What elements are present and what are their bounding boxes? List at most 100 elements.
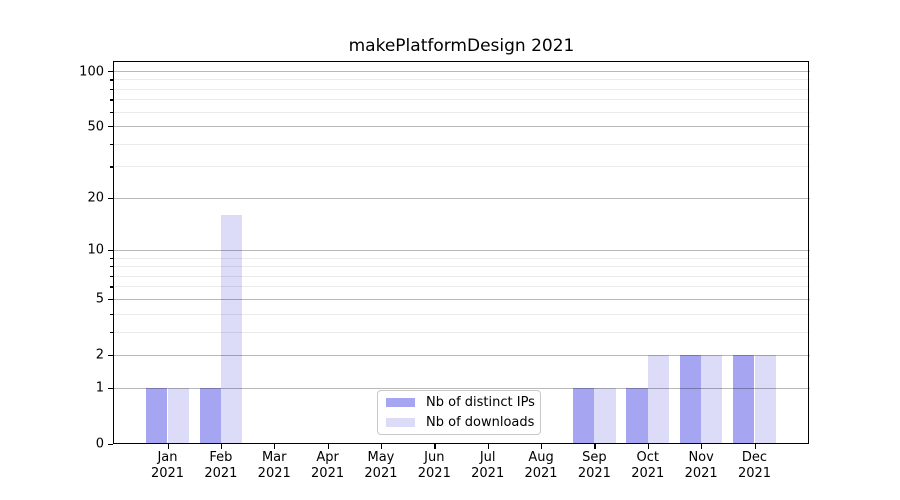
x-axis-tick-label: Apr 2021: [298, 450, 358, 481]
x-axis-tick-label: Sep 2021: [564, 450, 624, 481]
x-tick-year: 2021: [417, 465, 451, 481]
x-axis-tick-label: Mar 2021: [244, 450, 304, 481]
legend-label-downloads: Nb of downloads: [426, 414, 535, 430]
x-axis-tick-label: Oct 2021: [618, 450, 678, 481]
minor-gridline: [113, 331, 810, 333]
legend-label-distinct-ips: Nb of distinct IPs: [426, 395, 535, 411]
minor-gridline: [113, 275, 810, 277]
y-axis-minor-tick: [110, 79, 113, 81]
x-tick-year: 2021: [150, 465, 185, 481]
y-axis-minor-tick: [110, 99, 113, 101]
bar-downloads-feb: [220, 214, 243, 444]
minor-gridline: [113, 166, 810, 168]
major-gridline: [113, 387, 810, 389]
y-axis-tick-label: 0: [95, 436, 104, 452]
minor-gridline: [113, 143, 810, 145]
y-axis-tick: [108, 126, 113, 128]
x-axis-tick-label: May 2021: [351, 450, 411, 481]
x-tick-year: 2021: [684, 465, 718, 481]
bar-distinct-ips-dec: [733, 354, 755, 444]
y-axis-tick: [108, 298, 113, 301]
x-axis-tick-label: Jul 2021: [458, 450, 518, 481]
x-tick-month: Nov: [688, 450, 714, 465]
y-axis-minor-tick: [110, 266, 113, 268]
x-tick-month: Sep: [582, 450, 607, 465]
y-axis-minor-tick: [110, 111, 113, 113]
x-tick-year: 2021: [311, 465, 345, 481]
x-tick-month: Dec: [741, 450, 768, 465]
bar-distinct-ips-sep: [573, 387, 595, 444]
y-axis-tick-label: 100: [79, 64, 104, 79]
x-axis-tick: [220, 443, 223, 449]
x-axis-tick-label: Jan 2021: [138, 450, 198, 481]
minor-gridline: [113, 79, 810, 81]
legend-swatch-distinct-ips: [386, 398, 415, 408]
x-tick-month: May: [367, 450, 395, 465]
bar-distinct-ips-feb: [199, 387, 221, 444]
x-tick-year: 2021: [631, 465, 665, 481]
y-axis-minor-tick: [110, 331, 113, 333]
x-axis-tick: [327, 443, 329, 449]
minor-gridline: [113, 266, 810, 268]
x-tick-month: Jan: [157, 450, 178, 465]
y-axis-minor-tick: [110, 257, 113, 259]
bar-downloads-oct: [647, 354, 670, 444]
minor-gridline: [113, 286, 810, 288]
y-axis-tick-label: 10: [87, 242, 104, 258]
legend-swatch-downloads: [386, 417, 415, 427]
x-tick-year: 2021: [204, 465, 238, 481]
x-tick-month: Feb: [209, 450, 233, 465]
x-axis-tick-label: Jun 2021: [404, 450, 464, 481]
y-axis-tick: [108, 71, 113, 73]
x-axis-tick: [167, 443, 169, 449]
y-axis-tick-label: 20: [87, 190, 104, 206]
major-gridline: [113, 126, 810, 128]
x-axis-tick: [701, 443, 703, 449]
x-axis-tick-label: Aug 2021: [511, 450, 571, 481]
bar-downloads-dec: [754, 354, 776, 444]
legend-item-distinct-ips: Nb of distinct IPs: [386, 395, 540, 410]
minor-gridline: [113, 99, 810, 101]
x-tick-month: Jun: [424, 450, 445, 465]
x-tick-month: Aug: [528, 450, 554, 465]
x-axis-tick: [380, 443, 383, 449]
x-axis-tick: [541, 443, 543, 449]
bar-distinct-ips-oct: [626, 387, 648, 444]
minor-gridline: [113, 313, 810, 315]
major-gridline: [113, 249, 810, 251]
x-axis-tick-label: Feb 2021: [191, 450, 251, 481]
x-tick-year: 2021: [257, 465, 291, 481]
chart-title: makePlatformDesign 2021: [348, 36, 575, 56]
legend-item-downloads: Nb of downloads: [386, 415, 540, 430]
y-axis-minor-tick: [110, 143, 113, 145]
bar-downloads-jan: [167, 387, 189, 444]
x-tick-month: Mar: [261, 450, 287, 465]
x-tick-year: 2021: [737, 465, 772, 481]
major-gridline: [113, 298, 810, 300]
x-axis-tick: [487, 443, 489, 449]
bar-distinct-ips-jan: [146, 387, 168, 444]
minor-gridline: [113, 88, 810, 90]
x-tick-month: Jul: [479, 450, 496, 465]
x-axis-tick: [434, 443, 436, 449]
y-axis-tick-label: 2: [95, 347, 104, 363]
bar-downloads-nov: [701, 354, 723, 444]
y-axis-minor-tick: [110, 88, 113, 90]
axes-frame: [113, 61, 809, 444]
x-axis-tick-label: Dec 2021: [725, 450, 785, 481]
y-axis-tick-label: 5: [95, 291, 104, 307]
y-axis-tick: [108, 249, 113, 252]
x-tick-month: Oct: [636, 450, 659, 465]
x-tick-year: 2021: [524, 465, 558, 481]
x-tick-year: 2021: [577, 465, 611, 481]
y-axis-tick: [108, 443, 113, 445]
x-axis-tick-label: Nov 2021: [671, 450, 731, 481]
y-axis-tick: [108, 387, 113, 389]
y-axis-tick: [108, 354, 113, 356]
x-tick-month: Apr: [316, 450, 339, 465]
major-gridline: [113, 71, 810, 72]
minor-gridline: [113, 111, 810, 113]
x-tick-year: 2021: [364, 465, 398, 481]
y-axis-minor-tick: [110, 275, 113, 277]
y-axis-tick: [108, 197, 113, 199]
